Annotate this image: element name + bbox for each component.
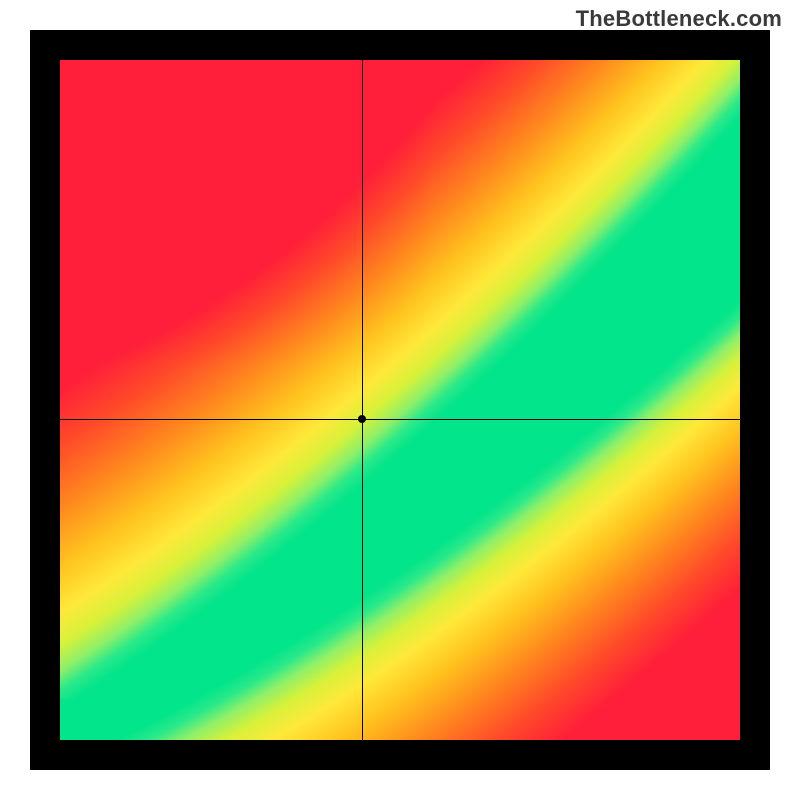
chart-container: TheBottleneck.com <box>0 0 800 800</box>
watermark-text: TheBottleneck.com <box>576 6 782 32</box>
chart-frame <box>30 30 770 770</box>
heatmap-canvas <box>60 60 740 740</box>
plot-area <box>60 60 740 740</box>
